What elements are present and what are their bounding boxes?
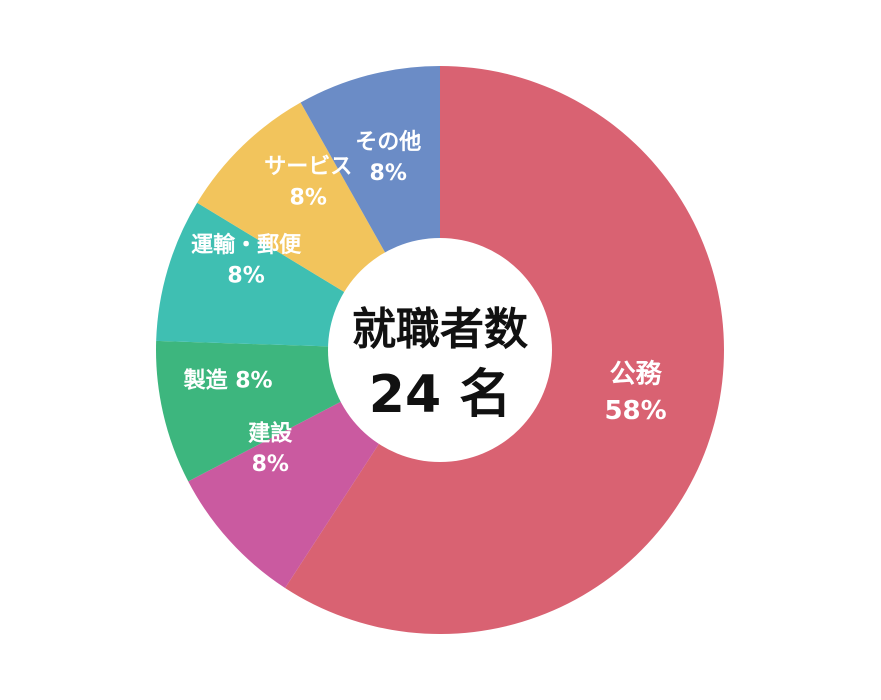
slice-value-4: 8% xyxy=(290,186,327,211)
slice-category-1: 建設 xyxy=(248,420,293,446)
center-count: 24 名 xyxy=(369,365,511,425)
slice-value-5: 8% xyxy=(370,161,407,186)
slice-category-5: その他 xyxy=(355,130,421,155)
slice-label-0: 公務 58% xyxy=(604,360,666,426)
donut-hole xyxy=(328,238,552,462)
slice-category-4: サービス xyxy=(264,155,352,180)
slice-value-3: 8% xyxy=(227,264,264,289)
slice-label-4: サービス 8% xyxy=(264,155,352,211)
labels-group: 公務 58% 建設 8% 製造 8% 運輸・郵便 8% サービス 8% その他 8% xyxy=(183,130,667,477)
slice-label-2: 製造 8% xyxy=(183,368,273,394)
slice-category-0: 公務 xyxy=(610,360,663,390)
center-title: 就職者数 xyxy=(352,304,528,355)
slice-label-5: その他 8% xyxy=(355,130,421,186)
slice-label-3: 運輸・郵便 8% xyxy=(191,232,302,289)
slice-label-1: 建設 8% xyxy=(248,420,293,477)
slice-category-3: 運輸・郵便 xyxy=(191,232,302,258)
slice-value-1: 8% xyxy=(252,452,289,477)
slice-value-0: 58% xyxy=(604,396,666,426)
